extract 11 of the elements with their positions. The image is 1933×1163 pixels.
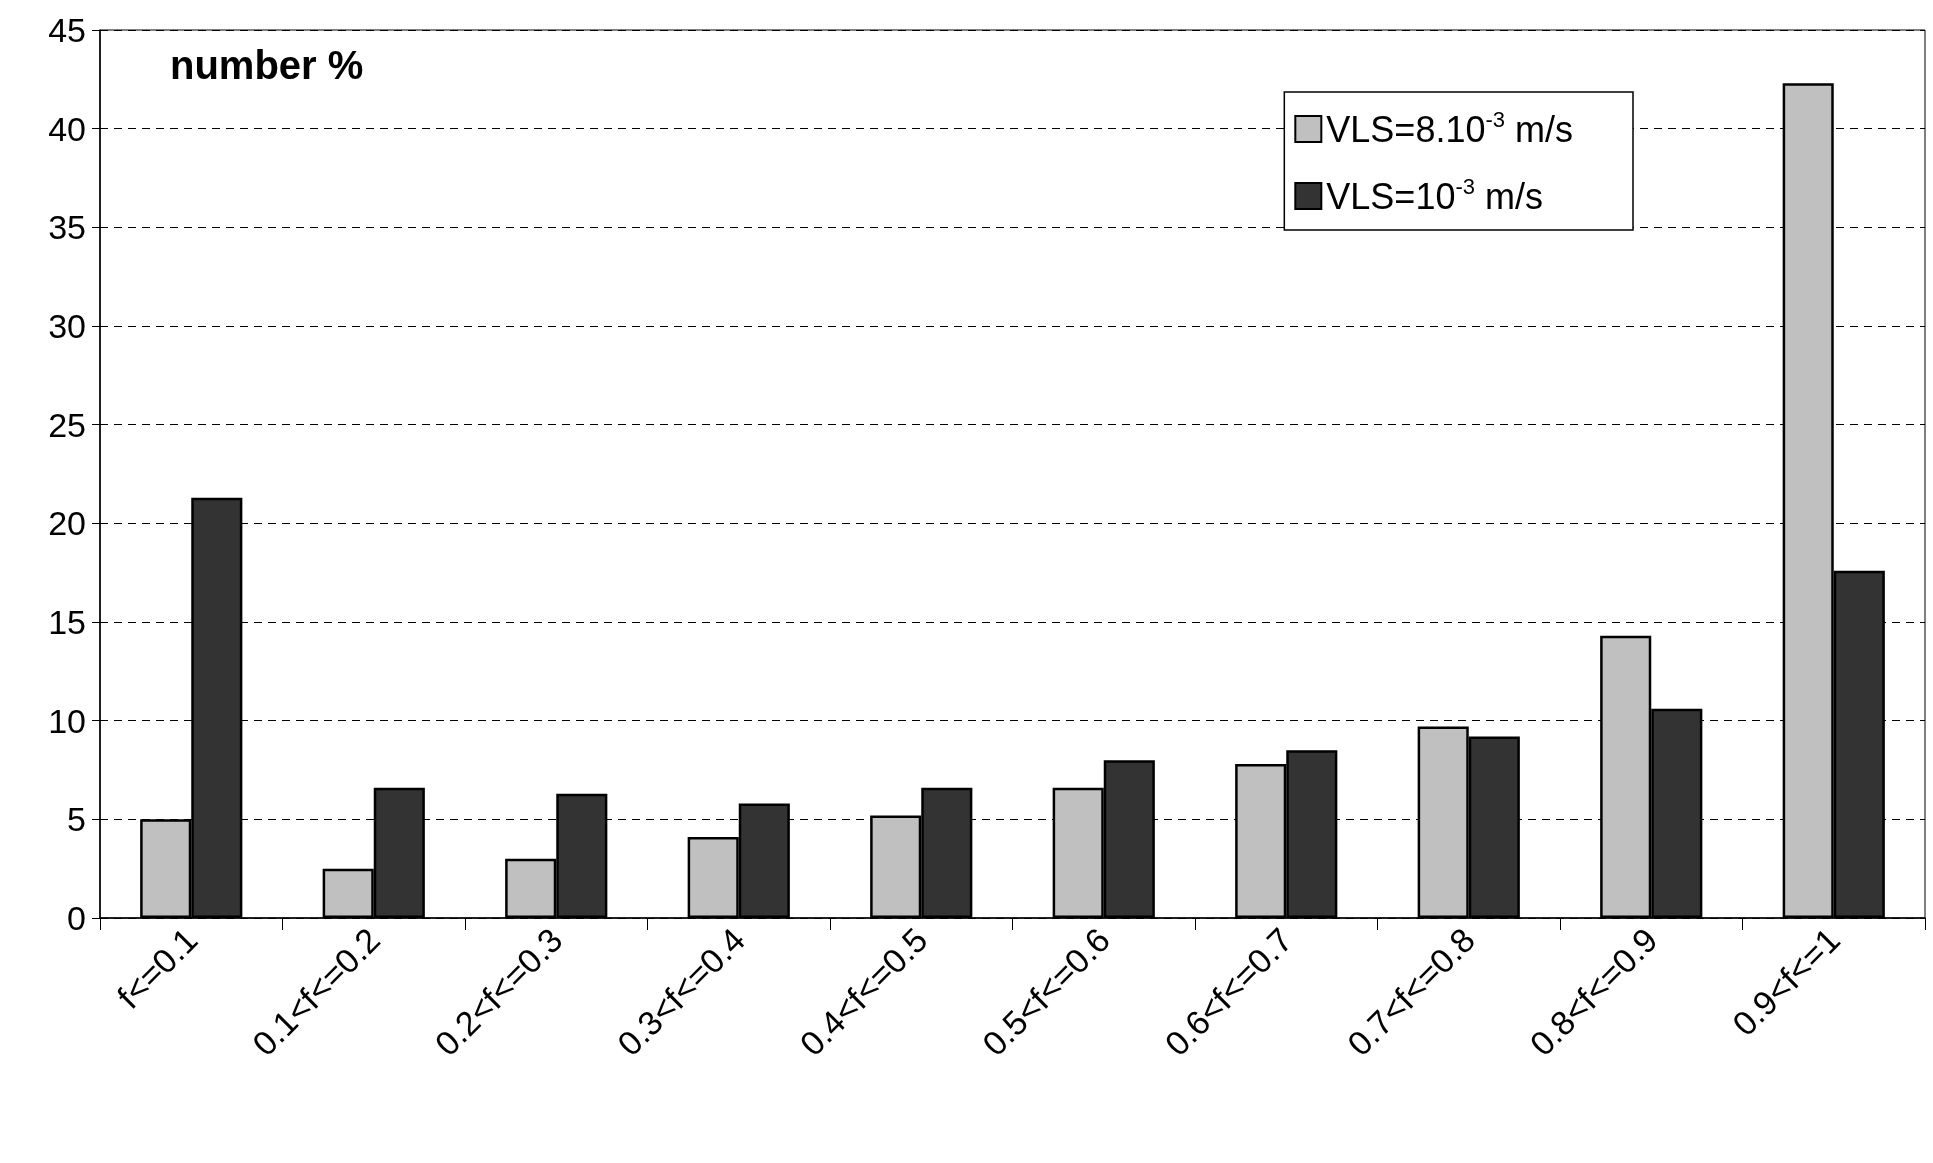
y-tick-label: 25 xyxy=(48,405,86,444)
y-tick-label: 15 xyxy=(48,603,86,641)
y-tick-label: 40 xyxy=(48,109,86,148)
y-tick-label: 45 xyxy=(48,11,86,49)
chart-title: number % xyxy=(170,43,364,87)
y-tick-label: 5 xyxy=(67,800,86,839)
y-tick-label: 30 xyxy=(48,307,86,345)
y-tick-label: 0 xyxy=(67,899,86,937)
y-tick-label: 20 xyxy=(48,504,86,543)
y-tick-label: 10 xyxy=(48,701,86,740)
y-tick-label: 35 xyxy=(48,208,86,247)
